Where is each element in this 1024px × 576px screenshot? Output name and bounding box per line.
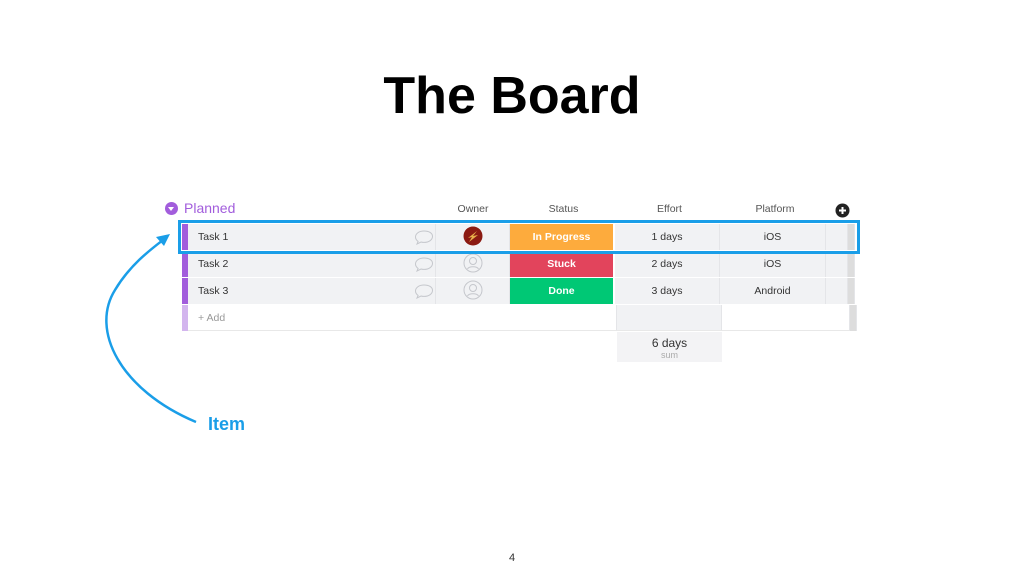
avatar[interactable]	[463, 226, 483, 249]
status-cell[interactable]: Done	[510, 278, 615, 304]
arrow-head-icon	[156, 234, 170, 246]
platform-cell[interactable]: Android	[720, 278, 826, 304]
annotation-label: Item	[208, 414, 246, 434]
scrollbar[interactable]	[848, 224, 855, 250]
column-header-platform[interactable]: Platform	[755, 203, 795, 215]
group-header[interactable]: Planned	[165, 200, 235, 216]
comment-icon[interactable]	[414, 284, 434, 299]
add-item-input[interactable]: + Add	[188, 305, 617, 331]
item-name[interactable]: Task 1	[188, 224, 436, 250]
slide-title: The Board	[383, 67, 641, 125]
scrollbar[interactable]	[848, 251, 855, 277]
platform-cell[interactable]: iOS	[720, 251, 826, 277]
item-name[interactable]: Task 3	[188, 278, 436, 304]
status-cell[interactable]: Stuck	[510, 251, 615, 277]
group-color-bar	[182, 224, 188, 250]
status-cell[interactable]: In Progress	[510, 224, 615, 250]
effort-cell[interactable]: 1 days	[615, 224, 720, 250]
item-name[interactable]: Task 2	[188, 251, 436, 277]
group-color-bar	[182, 305, 188, 331]
group-color-bar	[182, 251, 188, 277]
collapse-group-icon[interactable]	[165, 201, 178, 215]
item-row[interactable]: Task 3 Done 3 days Android	[182, 278, 855, 304]
empty-cell	[826, 251, 848, 277]
effort-cell[interactable]: 2 days	[615, 251, 720, 277]
item-highlight	[178, 220, 860, 254]
owner-cell[interactable]	[436, 251, 510, 277]
owner-cell[interactable]	[436, 224, 510, 250]
scrollbar[interactable]	[850, 305, 857, 331]
empty-cell	[826, 278, 848, 304]
empty-avatar-icon[interactable]	[463, 280, 483, 303]
column-header-status[interactable]: Status	[548, 203, 579, 215]
comment-icon[interactable]	[414, 230, 434, 245]
empty-cell	[617, 305, 722, 331]
empty-cell	[826, 224, 848, 250]
add-item-row[interactable]: + Add	[182, 305, 857, 331]
group-name[interactable]: Planned	[184, 200, 236, 216]
column-header-effort[interactable]: Effort	[657, 203, 682, 215]
plus-circle-icon[interactable]	[835, 203, 850, 218]
summary-value: 6 days	[651, 336, 688, 350]
comment-icon[interactable]	[414, 257, 434, 272]
page-number: 4	[508, 552, 516, 564]
group-color-bar	[182, 278, 188, 304]
item-row[interactable]: Task 1 In Progress 1 days iOS	[182, 224, 855, 250]
item-row[interactable]: Task 2 Stuck 2 days iOS	[182, 251, 855, 277]
scrollbar[interactable]	[848, 278, 855, 304]
summary-label: sum	[660, 350, 678, 360]
effort-cell[interactable]: 3 days	[615, 278, 720, 304]
platform-cell[interactable]: iOS	[720, 224, 826, 250]
owner-cell[interactable]	[436, 278, 510, 304]
effort-summary: 6 days sum	[617, 332, 722, 362]
empty-cell	[722, 305, 850, 331]
column-header-owner[interactable]: Owner	[457, 203, 489, 215]
